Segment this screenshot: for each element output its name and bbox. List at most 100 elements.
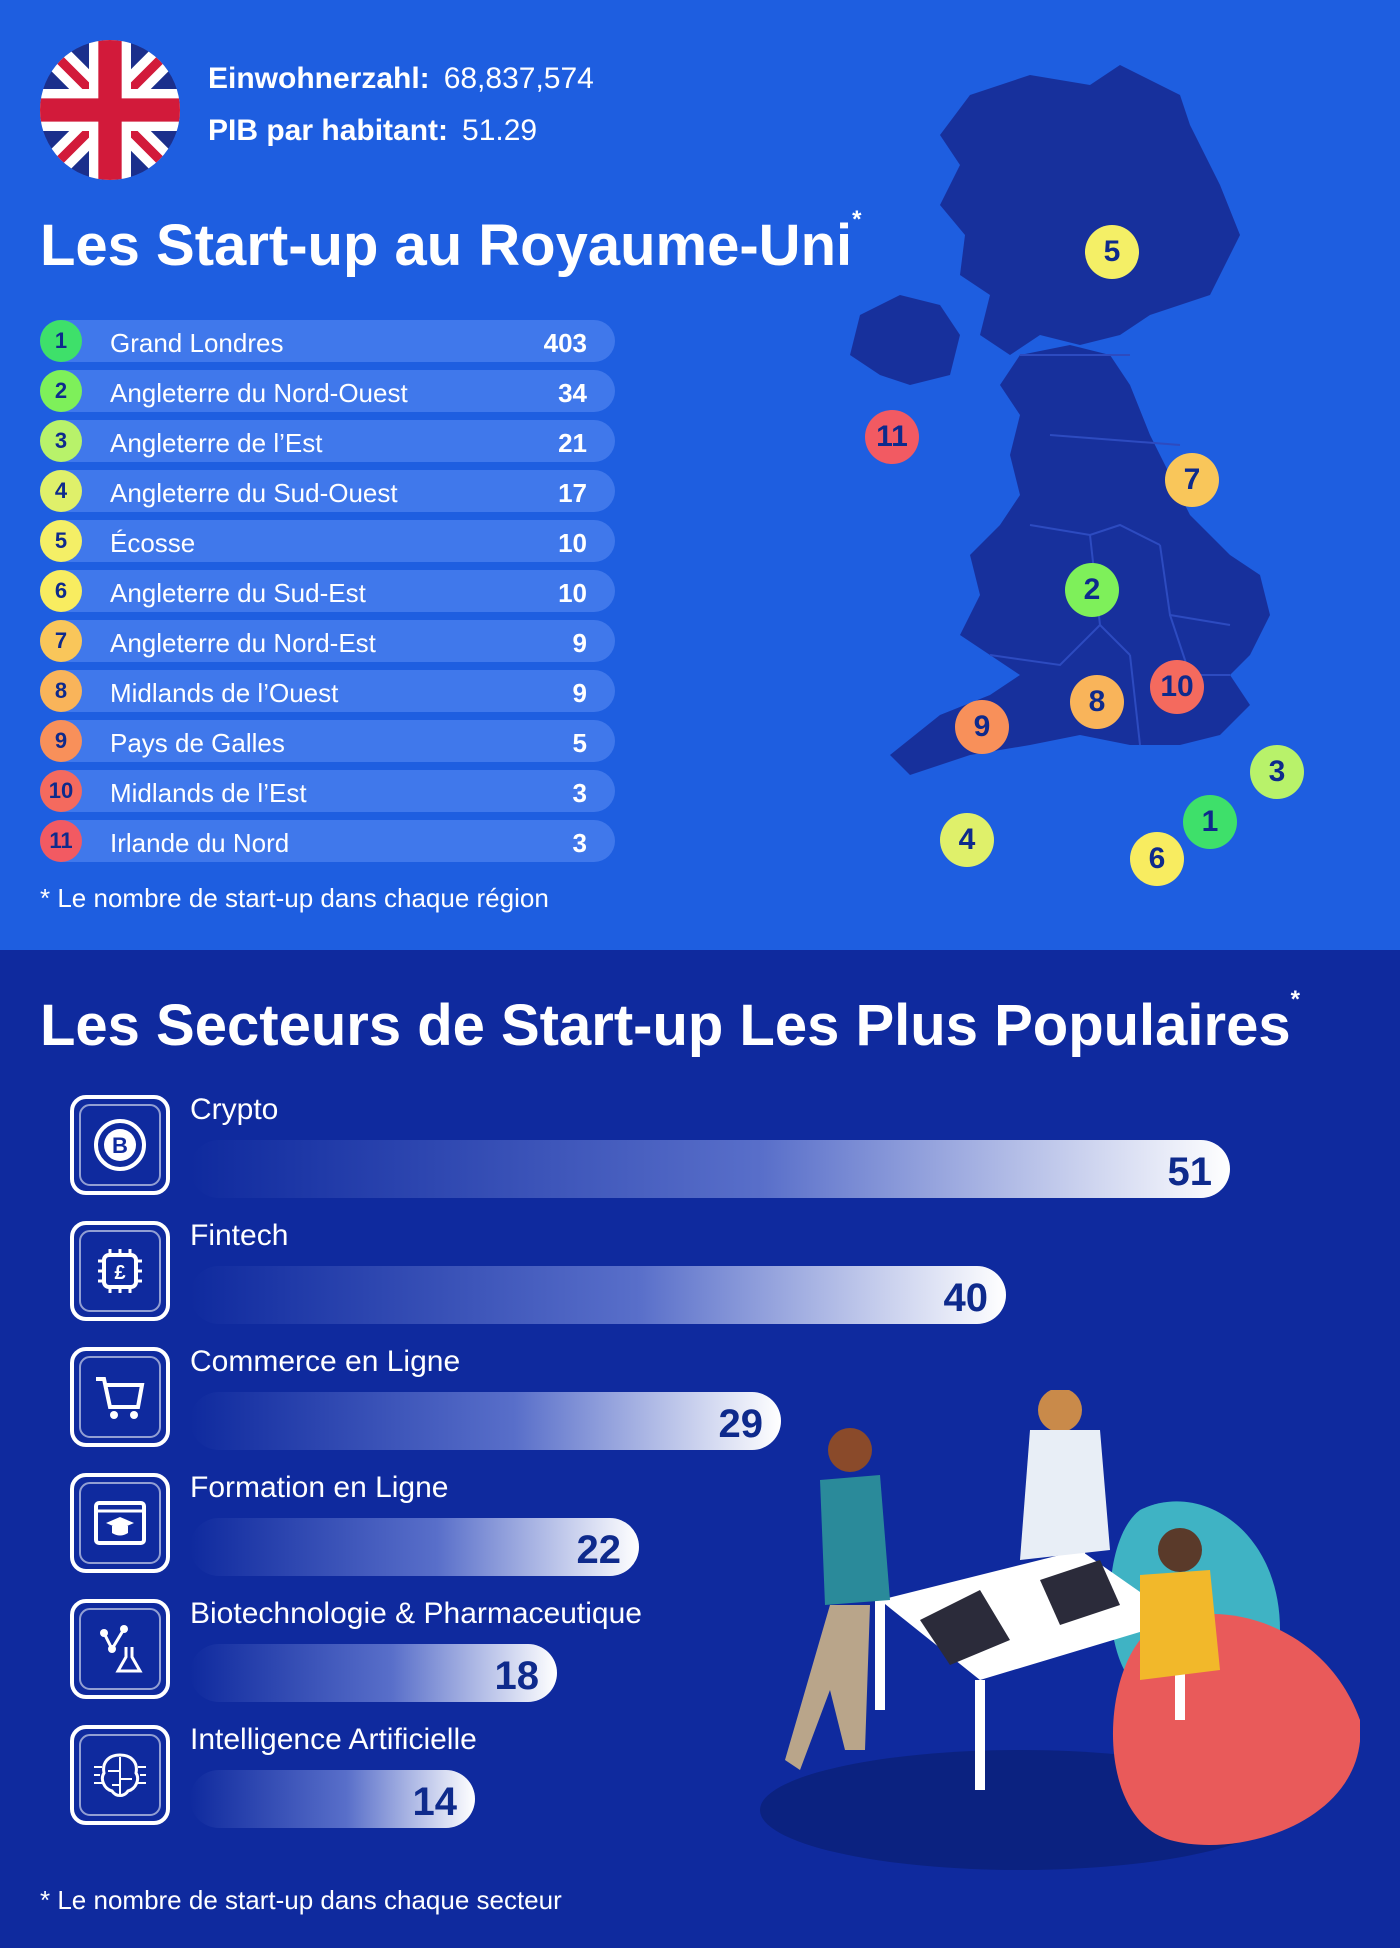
region-count: 3 [572,828,587,858]
sector-row: Biotechnologie & Pharmaceutique 18 [70,1597,1170,1709]
region-name: Midlands de l’Ouest [110,678,339,708]
map-marker-3: 3 [1250,745,1304,799]
rank-badge: 3 [40,420,82,462]
map-marker-4: 4 [940,813,994,867]
region-row: 10 Midlands de l’Est 3 [40,770,615,812]
sector-label: Intelligence Artificielle [190,1723,477,1756]
sector-value: 22 [576,1528,622,1572]
gdp-label: PIB par habitant: [208,114,449,147]
sector-label: Crypto [190,1093,279,1126]
sector-label: Commerce en Ligne [190,1345,461,1378]
title-asterisk: * [852,206,862,233]
region-count: 3 [572,778,587,808]
sector-row: £ Fintech 40 [70,1219,1170,1331]
map-marker-7: 7 [1165,453,1219,507]
region-count: 9 [572,678,587,708]
bitcoin-icon: B [70,1095,170,1195]
region-name: Angleterre du Sud-Est [110,578,366,608]
sector-value: 40 [943,1276,989,1320]
pound-chip-icon: £ [70,1221,170,1321]
region-count: 5 [572,728,587,758]
map-marker-6: 6 [1130,832,1184,886]
region-count: 403 [543,328,587,358]
region-row: 5 Écosse 10 [40,520,615,562]
uk-flag-icon [40,40,180,180]
sectors-section: Les Secteurs de Start-up Les Plus Popula… [0,950,1400,1948]
region-count: 10 [558,578,587,608]
uk-startups-section: Einwohnerzahl: 68,837,574 PIB par habitan… [0,0,1400,950]
region-row: 8 Midlands de l’Ouest 9 [40,670,615,712]
region-row: 9 Pays de Galles 5 [40,720,615,762]
sector-bar: 14 [190,1770,475,1828]
map-marker-9: 9 [955,700,1009,754]
rank-badge: 8 [40,670,82,712]
region-count: 10 [558,528,587,558]
gdp-value: 51.29 [462,114,538,147]
map-marker-8: 8 [1070,675,1124,729]
map-marker-11: 11 [865,410,919,464]
region-name: Pays de Galles [110,728,285,758]
ai-brain-icon [70,1725,170,1825]
region-count: 17 [558,478,587,508]
sector-label: Fintech [190,1219,289,1252]
sector-bar: 22 [190,1518,639,1576]
region-name: Angleterre du Nord-Ouest [110,378,408,408]
region-name: Angleterre du Nord-Est [110,628,376,658]
region-row: 4 Angleterre du Sud-Ouest 17 [40,470,615,512]
rank-badge: 9 [40,720,82,762]
region-row: 11 Irlande du Nord 3 [40,820,615,862]
sectors-title-text: Les Secteurs de Start-up Les Plus Popula… [40,993,1291,1058]
region-name: Angleterre de l’Est [110,428,323,458]
rank-badge: 5 [40,520,82,562]
sectors-title: Les Secteurs de Start-up Les Plus Popula… [40,986,1300,1059]
rank-badge: 7 [40,620,82,662]
sector-bar: 40 [190,1266,1006,1324]
shopping-cart-icon [70,1347,170,1447]
region-row: 7 Angleterre du Nord-Est 9 [40,620,615,662]
region-name: Angleterre du Sud-Ouest [110,478,398,508]
region-row: 6 Angleterre du Sud-Est 10 [40,570,615,612]
population-value: 68,837,574 [443,62,594,95]
page-title: Les Start-up au Royaume-Uni* [40,206,861,279]
region-count: 34 [558,378,587,408]
sector-value: 29 [718,1402,764,1446]
rank-badge: 6 [40,570,82,612]
svg-text:£: £ [114,1262,125,1284]
sectors-title-asterisk: * [1290,986,1300,1013]
sector-row: Intelligence Artificielle 14 [70,1723,1170,1835]
sector-value: 14 [412,1780,458,1824]
regions-footnote: * Le nombre de start-up dans chaque régi… [40,883,549,913]
region-count: 21 [558,428,587,458]
sector-row: B Crypto 51 [70,1093,1230,1205]
map-marker-5: 5 [1085,225,1139,279]
sector-label: Formation en Ligne [190,1471,449,1504]
population-stat: Einwohnerzahl: 68,837,574 [208,62,594,96]
sector-bar: 18 [190,1644,557,1702]
molecule-flask-icon [70,1599,170,1699]
rank-badge: 1 [40,320,82,362]
uk-map: 5 11 7 2 10 8 9 3 1 4 6 [790,55,1350,895]
region-row: 1 Grand Londres 403 [40,320,615,362]
map-marker-2: 2 [1065,563,1119,617]
rank-badge: 4 [40,470,82,512]
sector-value: 18 [494,1654,540,1698]
region-name: Grand Londres [110,328,284,358]
map-marker-10: 10 [1150,660,1204,714]
sector-label: Biotechnologie & Pharmaceutique [190,1597,642,1630]
rank-badge: 10 [40,770,82,812]
svg-text:B: B [112,1133,128,1158]
sector-bar: 51 [190,1140,1230,1198]
map-marker-1: 1 [1183,795,1237,849]
rank-badge: 11 [40,820,82,862]
region-name: Écosse [110,528,196,558]
region-row: 2 Angleterre du Nord-Ouest 34 [40,370,615,412]
sector-row: Formation en Ligne 22 [70,1471,1170,1583]
region-name: Midlands de l’Est [110,778,307,808]
population-label: Einwohnerzahl: [208,62,430,95]
region-list: 1 Grand Londres 403 2 Angleterre du Nord-Oue… [40,320,615,870]
office-team-illustration [720,1388,1361,1890]
sector-bar: 29 [190,1392,781,1450]
sector-value: 51 [1167,1150,1213,1194]
graduation-cap-icon [70,1473,170,1573]
sector-row: Commerce en Ligne 29 [70,1345,1170,1457]
